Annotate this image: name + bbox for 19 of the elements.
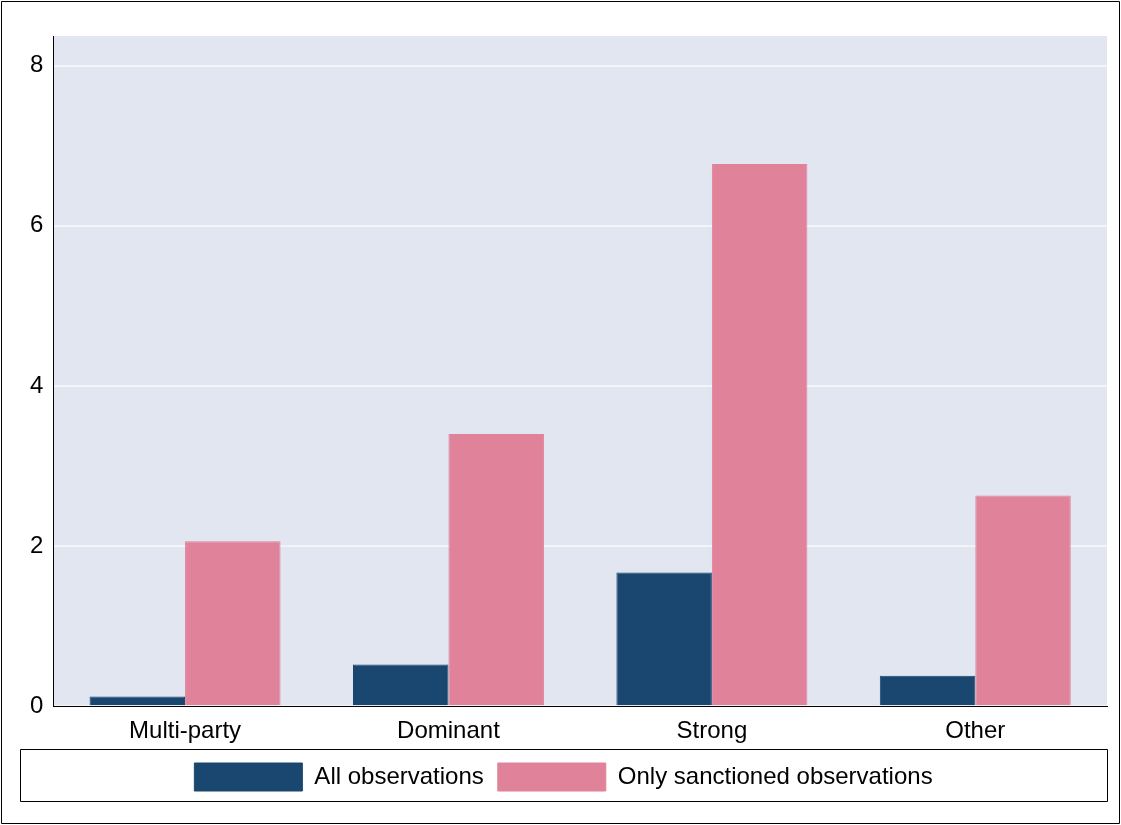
x-tick-label: Other xyxy=(945,716,1006,744)
bar xyxy=(711,164,808,706)
bar xyxy=(185,541,281,706)
bar xyxy=(352,664,449,706)
bar xyxy=(616,572,712,706)
x-tick-label: Dominant xyxy=(397,716,501,744)
y-tick-label: 8 xyxy=(29,50,44,78)
bar xyxy=(448,433,544,706)
x-tick-label: Multi-party xyxy=(129,716,242,744)
y-tick-label: 6 xyxy=(29,210,44,238)
legend-label: All observations xyxy=(314,761,484,789)
bar xyxy=(975,495,1071,706)
bar xyxy=(89,696,186,706)
y-tick-label: 0 xyxy=(29,690,44,718)
y-tick-label: 2 xyxy=(29,530,44,558)
y-tick-label: 4 xyxy=(29,370,44,398)
x-tick-label: Strong xyxy=(676,716,748,744)
bar xyxy=(879,675,976,706)
legend-label: Only sanctioned observations xyxy=(617,761,933,789)
